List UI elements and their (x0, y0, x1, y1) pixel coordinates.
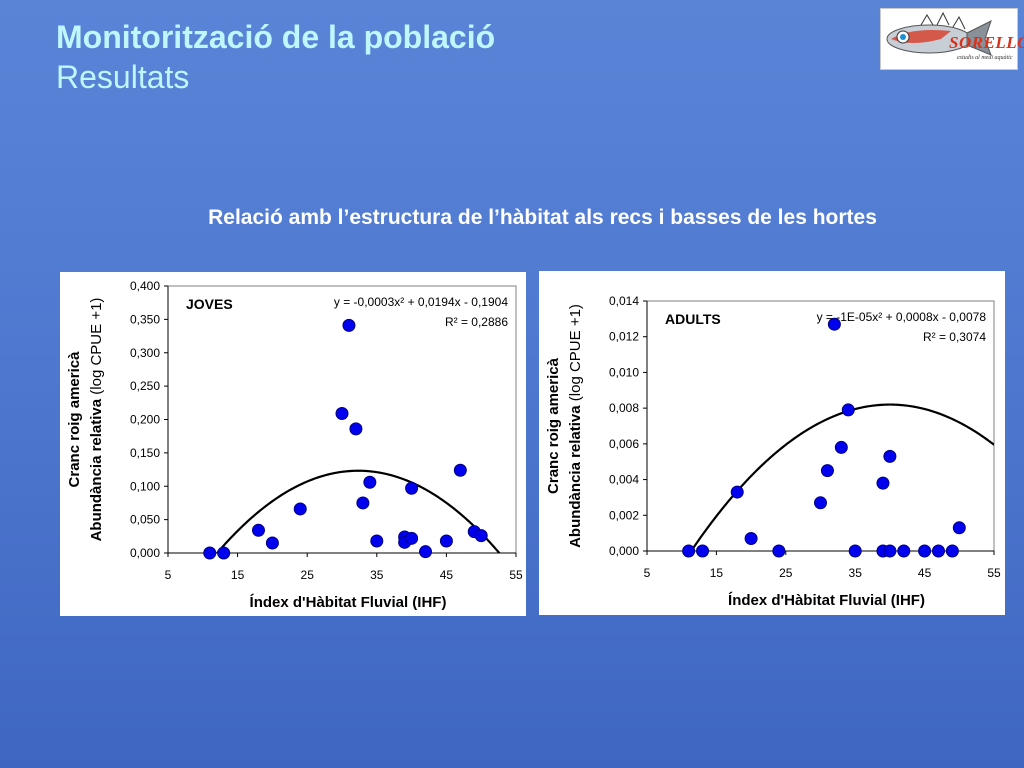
data-point (356, 496, 370, 510)
data-point (820, 464, 834, 478)
data-point (405, 531, 419, 545)
data-point (744, 532, 758, 545)
r-squared-label: R² = 0,3074 (923, 330, 986, 344)
x-tick-label: 5 (165, 568, 172, 582)
logo-wordmark: SORELLÓ (949, 33, 1024, 52)
data-point (730, 485, 744, 499)
data-point (772, 544, 786, 558)
y-tick-label: 0,150 (130, 446, 160, 460)
y-axis-label-line2-normal: (log CPUE +1) (88, 298, 105, 399)
y-tick-label: 0,006 (609, 437, 639, 451)
x-tick-label: 45 (440, 568, 454, 582)
y-tick-label: 0,004 (609, 473, 639, 487)
y-tick-label: 0,350 (130, 312, 160, 326)
data-point (405, 481, 419, 495)
x-tick-label: 35 (370, 568, 384, 582)
series-label: JOVES (186, 296, 233, 312)
y-axis-label-line2-bold: Abundància relativa (567, 405, 584, 548)
y-tick-label: 0,010 (609, 365, 639, 379)
data-point (931, 544, 945, 558)
chart-joves: 0,000 0,050 0,100 0,150 0,200 0,250 0,300 0,350… (66, 279, 523, 611)
data-point (876, 476, 890, 490)
data-point (363, 475, 377, 489)
data-point (945, 544, 959, 558)
y-tick-label: 0,100 (130, 479, 160, 493)
y-tick-label: 0,250 (130, 379, 160, 393)
data-point (370, 534, 384, 548)
data-point (682, 544, 696, 558)
series-label: ADULTS (665, 311, 721, 327)
chart-panel-joves: 0,000 0,050 0,100 0,150 0,200 0,250 0,300 0,350… (60, 272, 526, 616)
trend-equation: y = -0,0003x² + 0,0194x - 0,1904 (334, 295, 508, 309)
x-tick-label: 55 (509, 568, 523, 582)
y-axis-label-line1: Cranc roig americà (545, 357, 562, 494)
data-point (841, 403, 855, 417)
data-point (293, 502, 307, 516)
data-point (419, 545, 433, 559)
y-tick-label: 0,300 (130, 346, 160, 360)
x-tick-label: 15 (231, 568, 245, 582)
y-tick-label: 0,400 (130, 279, 160, 293)
sorello-logo: SORELLÓ estudis al medi aquàtic (880, 8, 1024, 70)
chart-adults: 0,000 0,002 0,004 0,006 0,008 0,010 0,012 0,014… (545, 294, 1001, 609)
data-point (814, 496, 827, 510)
y-tick-label: 0,200 (130, 413, 160, 427)
logo-tagline: estudis al medi aquàtic (957, 55, 1013, 61)
data-point (848, 544, 862, 558)
y-axis-label-line1: Cranc roig americà (66, 351, 83, 488)
y-tick-label: 0,008 (609, 401, 639, 415)
y-tick-label: 0,002 (609, 508, 639, 522)
slide-subtitle: Resultats (56, 59, 190, 95)
y-tick-label: 0,012 (609, 330, 639, 344)
slide-title: Monitorització de la població (56, 19, 496, 55)
x-tick-label: 45 (918, 566, 932, 580)
y-axis-label-line2: Abundància relativa (log CPUE +1) (88, 298, 105, 542)
r-squared-label: R² = 0,2886 (445, 315, 508, 329)
data-point (251, 523, 265, 537)
data-point (439, 534, 453, 548)
y-axis-label-line2: Abundància relativa (log CPUE +1) (567, 304, 584, 548)
x-tick-label: 35 (849, 566, 863, 580)
data-point (883, 449, 897, 463)
data-point (203, 546, 217, 560)
data-point (342, 318, 356, 332)
data-point (349, 422, 363, 436)
data-point (217, 546, 231, 560)
y-tick-label: 0,014 (609, 294, 639, 308)
y-axis-label-line2-normal: (log CPUE +1) (567, 304, 584, 405)
x-axis-label: Índex d'Hàbitat Fluvial (IHF) (250, 594, 447, 611)
x-tick-label: 25 (301, 568, 315, 582)
data-point (335, 406, 349, 420)
data-point (834, 440, 848, 454)
y-tick-label: 0,050 (130, 513, 160, 527)
data-point (952, 521, 966, 535)
data-point (474, 529, 488, 543)
trend-curve (689, 403, 994, 551)
x-axis-label: Índex d'Hàbitat Fluvial (IHF) (728, 592, 925, 609)
data-point (696, 544, 710, 558)
section-heading: Relació amb l’estructura de l’hàbitat al… (208, 206, 877, 229)
x-tick-label: 5 (644, 566, 651, 580)
chart-panel-adults: 0,000 0,002 0,004 0,006 0,008 0,010 0,012 0,014… (539, 271, 1005, 615)
trend-equation: y = -1E-05x² + 0,0008x - 0,0078 (817, 310, 987, 324)
x-tick-label: 25 (779, 566, 793, 580)
x-tick-label: 15 (710, 566, 724, 580)
data-point (918, 544, 932, 558)
trend-curve (215, 469, 501, 553)
data-point (827, 317, 841, 331)
data-point (453, 463, 467, 477)
fish-logo-icon (886, 11, 992, 56)
y-tick-label: 0,000 (130, 546, 160, 560)
y-axis-label-line2-bold: Abundància relativa (88, 398, 105, 541)
data-point (897, 544, 911, 558)
x-tick-label: 55 (987, 566, 1001, 580)
data-point (883, 544, 897, 558)
data-point (265, 536, 279, 550)
y-tick-label: 0,000 (609, 544, 639, 558)
